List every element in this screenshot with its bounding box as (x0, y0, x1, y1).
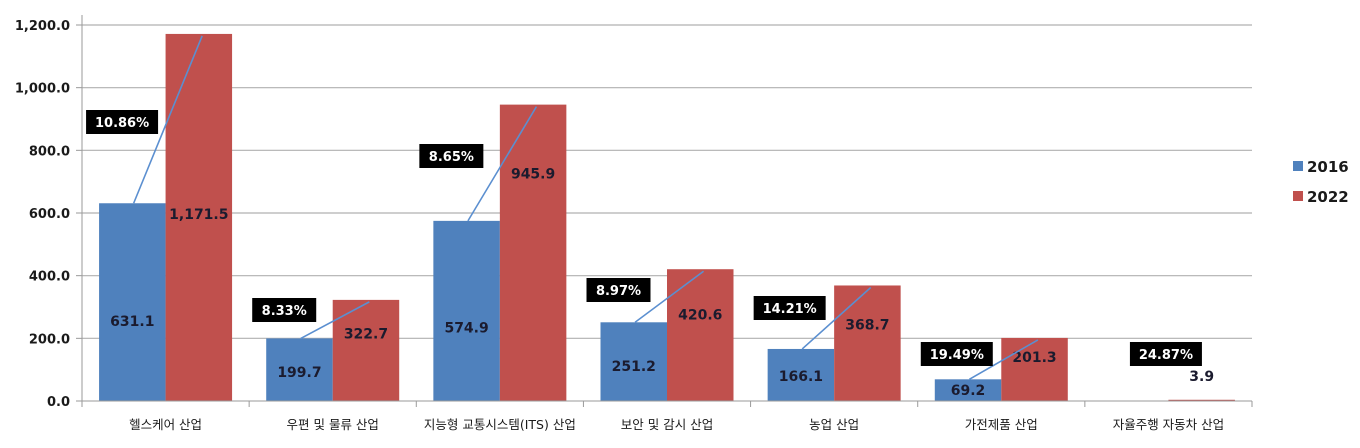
x-tick-label: 헬스케어 산업 (129, 417, 202, 432)
y-tick-label: 0.0 (47, 395, 70, 410)
growth-rate-box (753, 296, 826, 320)
bar-value-2022: 945.9 (511, 167, 555, 183)
growth-annotations: 10.86% 8.33% 8.65% 8.97% 14.21% 19.49% 24.87% (86, 35, 1202, 381)
bar-value-2022: 368.7 (845, 317, 889, 333)
bar-value-2022: 1,171.5 (169, 207, 228, 223)
bar-2022 (332, 299, 400, 401)
bar-value-2016: 251.2 (612, 359, 656, 375)
bar-value-2016: 631.1 (110, 314, 154, 330)
y-tick-label: 800.0 (29, 144, 70, 159)
bar-value-2016: 166.1 (779, 369, 823, 385)
growth-line (801, 286, 872, 350)
y-axis: 0.0 200.0 400.0 600.0 800.0 1,000.0 1,200.0 (15, 15, 83, 410)
bar-value-2022: 420.6 (678, 307, 722, 323)
bar-value-2016: 574.9 (444, 321, 488, 337)
x-tick-label: 자율주행 자동차 산업 (1113, 417, 1224, 432)
bar-2016 (266, 338, 333, 401)
bar-2022 (165, 33, 233, 402)
growth-rate-label: 8.65% (429, 150, 474, 165)
growth-rate-label: 10.86% (95, 116, 149, 131)
x-tick-label: 가전제품 산업 (965, 417, 1038, 432)
growth-line (132, 35, 203, 204)
x-tick-label: 지능형 교통시스템(ITS) 산업 (424, 417, 576, 432)
x-tick-label: 우편 및 물류 산업 (287, 417, 379, 432)
bar-2022 (1001, 337, 1068, 401)
y-tick-label: 400.0 (29, 270, 70, 285)
growth-rate-label: 19.49% (930, 348, 984, 363)
bars: 631.1 1,171.5 199.7 322.7 574.9 945.9 251.2 420… (99, 33, 1235, 402)
bar-value-2016: 199.7 (277, 365, 321, 381)
growth-line (968, 339, 1039, 381)
growth-rate-box (86, 110, 159, 134)
x-axis: 헬스케어 산업 우편 및 물류 산업 지능형 교통시스템(ITS) 산업 보안 및 감… (81, 400, 1253, 432)
growth-rate-box (1129, 342, 1202, 366)
legend: 2016 2022 (1293, 158, 1349, 206)
y-tick-label: 200.0 (29, 332, 70, 347)
bar-value-2022: 322.7 (344, 326, 388, 342)
y-tick-label: 600.0 (29, 207, 70, 222)
bar-2022 (499, 104, 567, 402)
growth-line (300, 301, 370, 340)
growth-rate-label: 14.21% (763, 302, 817, 317)
growth-line (634, 270, 705, 323)
growth-rate-box (419, 144, 484, 168)
growth-rate-label: 24.87% (1139, 348, 1193, 363)
legend-label-2016: 2016 (1307, 158, 1349, 176)
bar-value-2016: 69.2 (951, 383, 986, 399)
bar-2016 (433, 220, 500, 401)
growth-line (467, 106, 538, 222)
growth-rate-box (920, 342, 993, 366)
legend-label-2022: 2022 (1307, 188, 1349, 206)
bar-2016 (767, 348, 835, 401)
legend-swatch-2016 (1293, 161, 1303, 171)
bar-2016 (934, 379, 1002, 401)
bar-2016 (600, 322, 667, 401)
y-tick-label: 1,000.0 (15, 82, 70, 97)
x-tick-label: 보안 및 감시 산업 (621, 417, 713, 432)
bar-value-2022: 201.3 (1012, 350, 1056, 366)
x-tick-label: 농업 산업 (809, 417, 859, 432)
growth-rate-label: 8.33% (262, 304, 307, 319)
y-tick-label: 1,200.0 (15, 19, 70, 34)
growth-rate-box (252, 298, 317, 322)
growth-rate-box (586, 278, 651, 302)
bar-2022 (667, 269, 734, 401)
legend-swatch-2022 (1293, 191, 1303, 201)
bar-2016 (99, 203, 166, 401)
bar-value-2022: 3.9 (1189, 369, 1214, 385)
growth-rate-label: 8.97% (596, 284, 641, 299)
bar-2022 (834, 285, 901, 401)
